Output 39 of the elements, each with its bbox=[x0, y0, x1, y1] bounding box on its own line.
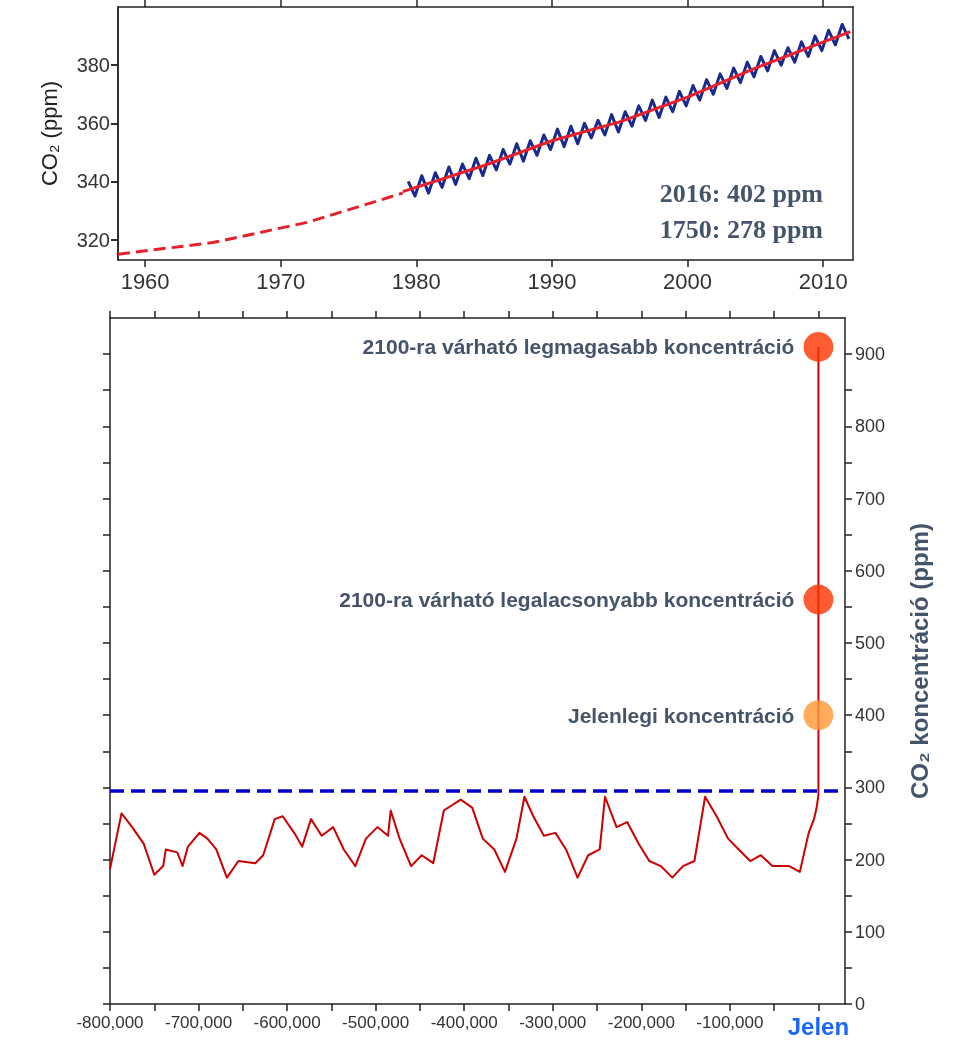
y2-tick-label: 200 bbox=[855, 849, 886, 870]
annotation: 2016: 402 ppm bbox=[659, 178, 824, 208]
y2-tick-label: 600 bbox=[855, 560, 886, 581]
x-tick-label: 1980 bbox=[391, 268, 441, 294]
x-tick-label: -400,000 bbox=[430, 1013, 498, 1032]
x-tick-label: 2000 bbox=[663, 268, 713, 294]
y-tick-label: 320 bbox=[76, 228, 110, 251]
annotation: 2100-ra várható legalacsonyabb koncentráció bbox=[339, 588, 795, 612]
y2-tick-label: 400 bbox=[855, 705, 886, 726]
y2-tick-label: 800 bbox=[855, 416, 886, 437]
x-tick-label: 1990 bbox=[527, 268, 577, 294]
y2-tick-label: 900 bbox=[855, 344, 886, 365]
x-tick-label: -300,000 bbox=[519, 1013, 587, 1032]
y2-tick-label: 100 bbox=[855, 921, 886, 942]
x-tick-label: -800,000 bbox=[76, 1013, 144, 1032]
y2-tick-label: 500 bbox=[855, 632, 886, 653]
x-tick-label: -100,000 bbox=[696, 1013, 764, 1032]
y2-axis-title: CO₂ koncentráció (ppm) bbox=[905, 522, 933, 800]
x-tick-label: 2010 bbox=[798, 268, 848, 294]
x-tick-label: 1960 bbox=[120, 268, 170, 294]
annotation: 2100-ra várható legmagasabb koncentráció bbox=[362, 335, 795, 359]
annotation: Jelenlegi koncentráció bbox=[568, 703, 795, 727]
x-tick-label: -500,000 bbox=[342, 1013, 410, 1032]
y2-tick-label: 0 bbox=[855, 994, 866, 1014]
y-axis-title: CO₂ (ppm) bbox=[36, 80, 62, 187]
point bbox=[803, 700, 834, 731]
point bbox=[803, 331, 834, 362]
x-tick-label: -600,000 bbox=[253, 1013, 321, 1032]
annotation: 1750: 278 ppm bbox=[659, 214, 824, 244]
x-tick-label: Jelen bbox=[787, 1012, 850, 1040]
x-tick-label: 1970 bbox=[256, 268, 306, 294]
y-tick-label: 360 bbox=[76, 112, 110, 135]
point bbox=[803, 584, 834, 615]
y-tick-label: 340 bbox=[76, 170, 110, 193]
y-tick-label: 380 bbox=[76, 54, 110, 77]
y2-tick-label: 300 bbox=[855, 777, 886, 798]
x-tick-label: -200,000 bbox=[607, 1013, 675, 1032]
x-tick-label: -700,000 bbox=[164, 1013, 233, 1032]
y2-tick-label: 700 bbox=[855, 488, 886, 509]
